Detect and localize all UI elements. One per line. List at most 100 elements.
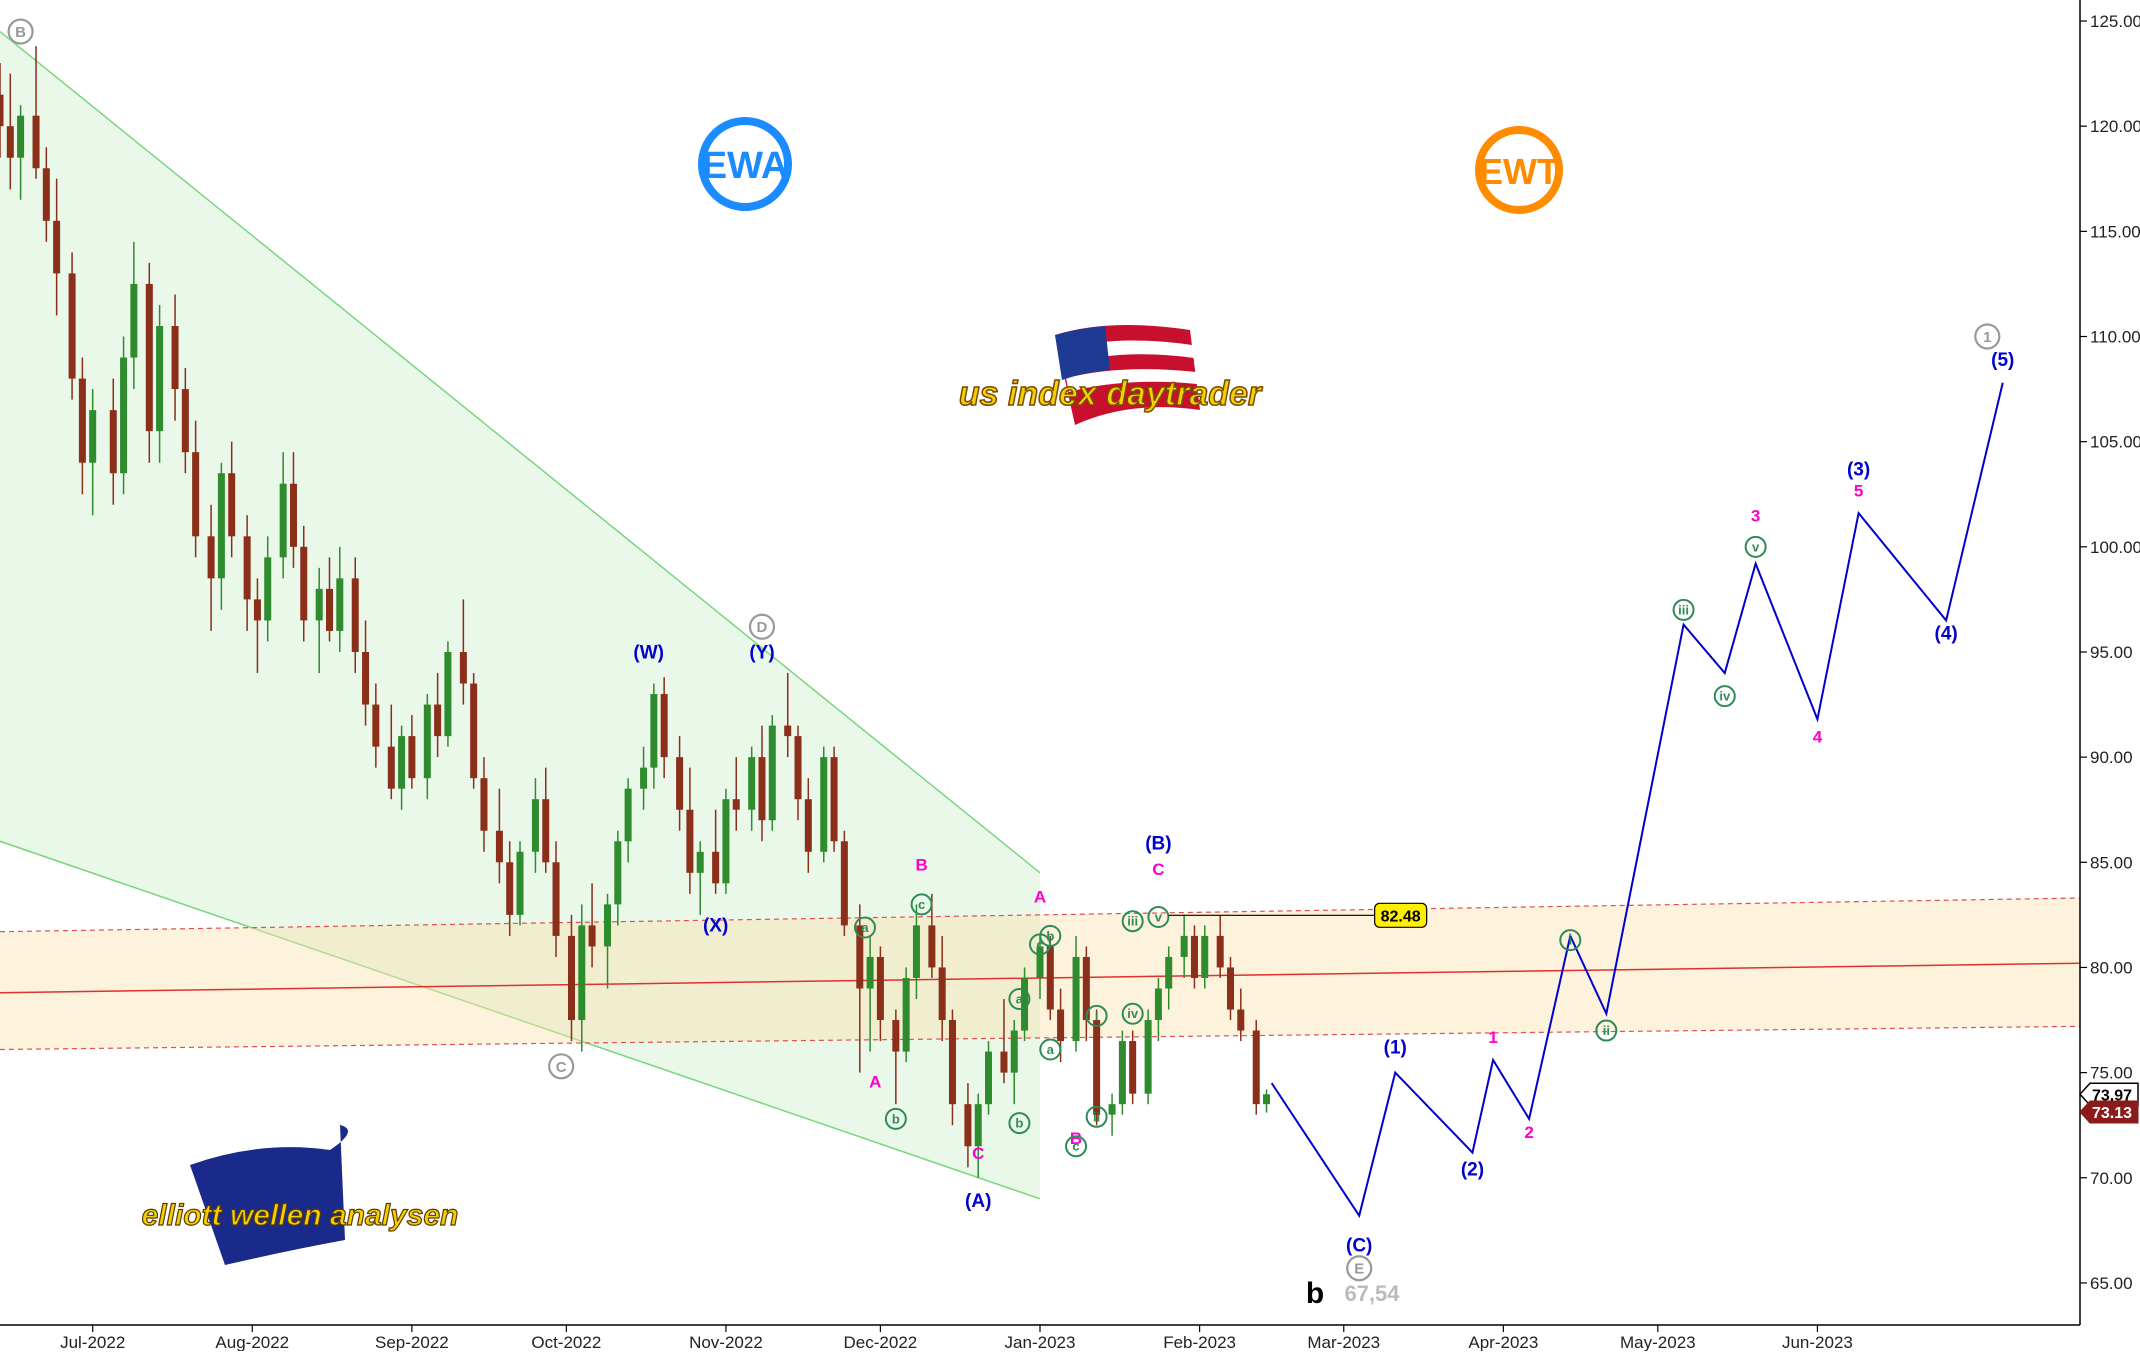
wedge-upper-line [0,30,1041,874]
wave-label-green-circle [1008,1112,1031,1135]
candle-body [470,683,478,779]
wave-label-green-circle [1085,1004,1108,1027]
candle-body [794,736,802,800]
last-price-tag: 73.13 [2079,1100,2139,1124]
wave-label-blue: (B) [1145,834,1171,855]
candle-body [866,956,874,989]
wave-label-magenta: B [1070,1129,1082,1148]
candle-body [784,725,792,737]
candle-body [1216,935,1224,968]
candle-body [243,536,251,600]
candle-body [315,588,323,621]
candle-body [1108,1104,1116,1115]
candle-body [964,1104,972,1147]
candle-body [1093,1020,1101,1115]
wave-label-green: iv [1127,1006,1139,1021]
last-price-label: 73.13 [2092,1105,2132,1122]
wave-label-blue: (C) [1346,1235,1372,1256]
candle-body [516,851,524,915]
level-line-group: 82.48 [1168,902,1428,928]
candle-body [145,283,153,432]
candle-body [495,830,503,863]
us-index-daytrader-logo-text: us index daytrader [959,375,1263,413]
y-tick-label: 80.00 [2090,958,2133,977]
wave-label-green-circle [853,916,876,939]
wave-label-green: a [861,920,869,935]
wave-label-blue: (3) [1847,459,1870,480]
wave-label-green-circle [1085,1105,1108,1128]
target-value-annotation: 67,54 [1344,1281,1400,1306]
wave-label-blue: (1) [1384,1038,1407,1059]
wave-label-grey-circle [1346,1255,1373,1282]
ewt-badge-label: EWT [1479,151,1559,192]
candle-body [1252,1030,1260,1105]
candle-body [42,168,50,221]
wave-label-green-circle [910,893,933,916]
candle-body [362,651,370,705]
candle-body [89,410,97,463]
candle-body [624,788,632,842]
candle-body [985,1051,993,1105]
wave-label-green: ii [1093,1109,1100,1124]
wave-label-grey-circle [1974,323,2001,350]
wave-label-magenta: B [915,856,927,875]
wave-label-green-circle [1039,1038,1062,1061]
candle-body [506,862,514,915]
wave-label-green-circle [1008,988,1031,1011]
wave-label-grey: B [15,24,26,41]
wave-label-blue: (2) [1461,1160,1484,1181]
wave-label-grey-circle [748,613,776,640]
x-axis: Jul-2022 Aug-2022 Sep-2022 Oct-2022 Nov-2022… [0,1324,2080,1352]
candle-body [423,704,431,779]
wave-label-magenta: 5 [1854,481,1863,500]
wedge-lower-line [0,840,1041,1200]
candle-body [78,378,86,463]
x-tick-label: Jun-2023 [1782,1333,1853,1351]
y-tick-label: 90.00 [2090,748,2133,767]
candle-body [902,977,910,1052]
ewt-badge: EWT [1475,126,1563,214]
wave-label-grey: C [556,1059,567,1076]
wave-label-green: a [1047,1042,1055,1057]
y-tick-label: 100.00 [2090,538,2140,557]
wave-label-green: v [1752,539,1760,554]
candle-body [351,578,359,652]
candle-body [604,904,612,947]
x-tick-label: Mar-2023 [1307,1333,1380,1351]
candle-body [748,757,756,810]
y-tick-label: 70.00 [2090,1169,2133,1188]
candle-body [253,599,261,621]
wave-label-magenta: 1 [1488,1028,1497,1047]
candle-body [1201,935,1209,978]
candle-body [398,736,406,789]
y-tick-label: 75.00 [2090,1064,2133,1083]
candle-body [372,704,380,747]
candle-body [820,757,828,852]
wave-label-green-circle [1121,1002,1144,1025]
wave-label-magenta: 2 [1524,1123,1533,1142]
wave-label-grey: E [1354,1261,1364,1278]
candle-body [948,1020,956,1105]
x-tick-label: Jan-2023 [1005,1333,1076,1351]
wave-label-green: ii [1603,1023,1610,1038]
candle-body [696,851,704,873]
wave-label-green-circle [1147,905,1170,928]
wave-label-green-circle [1713,685,1736,708]
candle-body [1000,1051,1008,1073]
candle-body [1057,1009,1065,1042]
candle-body [974,1104,982,1147]
candle-body [6,126,14,158]
candle-body [768,725,776,821]
candle-body [542,799,550,863]
candle-body [1036,946,1044,978]
candle-body [1154,988,1162,1021]
y-tick-label: 65.00 [2090,1274,2133,1293]
candle-body [676,757,684,810]
level-tag [1374,902,1428,928]
wave-label-grey: D [757,619,768,636]
wave-label-blue: (4) [1935,623,1958,644]
x-tick-label: Oct-2022 [531,1333,601,1351]
wave-label-magenta: 3 [1751,507,1760,526]
wave-label-magenta: A [869,1072,881,1091]
